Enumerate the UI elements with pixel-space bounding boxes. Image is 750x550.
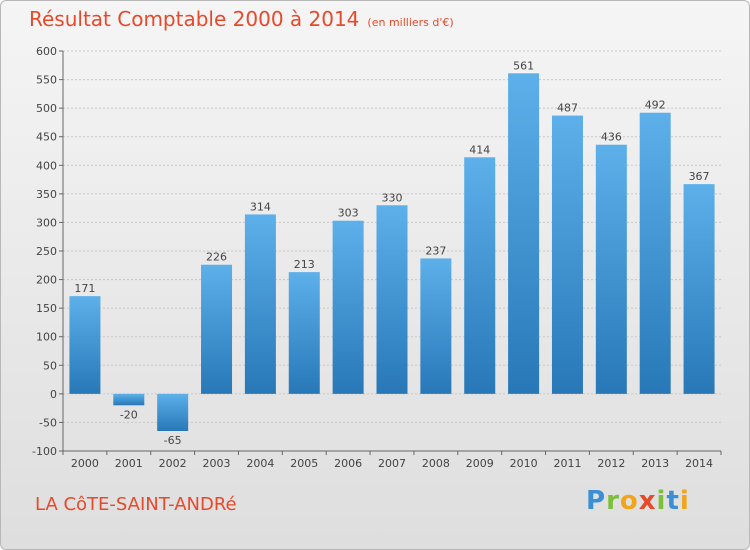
x-tick-label: 2013 xyxy=(641,457,669,470)
logo-letter: t xyxy=(666,486,680,516)
bar xyxy=(595,144,627,394)
x-tick-label: 2005 xyxy=(290,457,318,470)
x-tick-label: 2009 xyxy=(466,457,494,470)
y-tick-label: 50 xyxy=(43,359,57,372)
bar xyxy=(288,272,320,394)
y-tick-label: 0 xyxy=(50,388,57,401)
y-tick-label: 200 xyxy=(36,274,57,287)
bar-value-label: 367 xyxy=(689,170,710,183)
y-tick-label: 500 xyxy=(36,102,57,115)
bar xyxy=(464,157,496,394)
proxiti-logo[interactable]: Proxiti xyxy=(586,486,690,516)
chart-subtitle: (en milliers d'€) xyxy=(367,16,454,29)
y-tick-label: 350 xyxy=(36,188,57,201)
bar xyxy=(69,296,101,394)
location-name: LA CôTE-SAINT-ANDRé xyxy=(35,494,237,515)
logo-letter: x xyxy=(638,486,657,516)
logo-letter: i xyxy=(656,486,667,516)
x-tick-label: 2014 xyxy=(685,457,713,470)
chart-title: Résultat Comptable 2000 à 2014 xyxy=(29,7,360,31)
chart-title-block: Résultat Comptable 2000 à 2014 (en millie… xyxy=(29,7,454,31)
axes: -100 -50 0 50 100 150 200 250 300 350 400 450 500 550… xyxy=(32,45,722,470)
x-tick-label: 2003 xyxy=(203,457,231,470)
x-tick-label: 2004 xyxy=(246,457,274,470)
bar xyxy=(201,264,233,394)
y-tick-label: 250 xyxy=(36,245,57,258)
bar xyxy=(639,112,671,394)
logo-letter: o xyxy=(619,486,639,516)
x-tick-label: 2008 xyxy=(422,457,450,470)
value-labels: 171 -20 -65 226 314 213 303 330 237 414 561 487 436 4… xyxy=(74,59,709,447)
y-tick-label: 600 xyxy=(36,45,57,58)
y-tick-label: 100 xyxy=(36,331,57,344)
x-tick-label: 2006 xyxy=(334,457,362,470)
bar-value-label: 492 xyxy=(645,99,666,112)
bar xyxy=(551,115,583,394)
y-tick-label: -100 xyxy=(32,445,57,458)
y-tick-label: 550 xyxy=(36,74,57,87)
bar-value-label: -20 xyxy=(120,408,138,421)
bar xyxy=(244,214,276,394)
bar-value-label: 237 xyxy=(425,244,446,257)
bar xyxy=(113,393,145,406)
logo-letter: r xyxy=(606,486,620,516)
bar-value-label: 314 xyxy=(250,200,271,213)
bar-value-label: 414 xyxy=(469,143,490,156)
x-tick-label: 2007 xyxy=(378,457,406,470)
bars xyxy=(69,73,715,431)
bar-value-label: 213 xyxy=(294,258,315,271)
x-tick-label: 2001 xyxy=(115,457,143,470)
x-tick-label: 2000 xyxy=(71,457,99,470)
bar-value-label: 561 xyxy=(513,59,534,72)
bar-value-label: 226 xyxy=(206,251,227,264)
bar xyxy=(376,205,408,394)
y-tick-label: 450 xyxy=(36,131,57,144)
bar xyxy=(332,220,364,394)
bar xyxy=(157,393,189,431)
x-tick-label: 2012 xyxy=(597,457,625,470)
x-tick-label: 2011 xyxy=(553,457,581,470)
x-tick-label: 2002 xyxy=(159,457,187,470)
y-tick-label: 400 xyxy=(36,159,57,172)
bar xyxy=(683,184,715,394)
bar-value-label: 436 xyxy=(601,131,622,144)
y-tick-label: 150 xyxy=(36,302,57,315)
bar-value-label: 171 xyxy=(74,282,95,295)
x-tick-label: 2010 xyxy=(510,457,538,470)
bar-value-label: 487 xyxy=(557,102,578,115)
bar-value-label: 330 xyxy=(382,191,403,204)
logo-letter: i xyxy=(679,486,690,516)
bar-value-label: -65 xyxy=(164,434,182,447)
logo-letter: P xyxy=(586,486,607,516)
y-tick-label: -50 xyxy=(39,416,57,429)
y-tick-label: 300 xyxy=(36,216,57,229)
bar xyxy=(508,73,540,394)
bar-value-label: 303 xyxy=(338,207,359,220)
bar xyxy=(420,258,452,394)
